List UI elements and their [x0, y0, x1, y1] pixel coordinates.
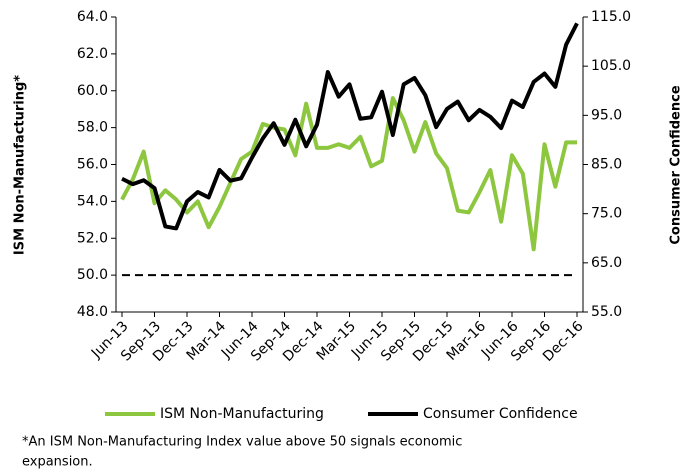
footnote: expansion. [22, 455, 93, 470]
y2-tick-label: 105.0 [591, 58, 631, 74]
y-tick-label: 60.0 [77, 83, 108, 99]
y2-tick-label: 85.0 [591, 157, 622, 173]
y-tick-label: 52.0 [77, 230, 108, 246]
y-tick-label: 48.0 [77, 304, 108, 320]
legend-label: ISM Non-Manufacturing [160, 406, 324, 422]
y2-tick-label: 95.0 [591, 107, 622, 123]
y2-tick-label: 75.0 [591, 206, 622, 222]
y2-tick-label: 55.0 [591, 304, 622, 320]
y-tick-label: 62.0 [77, 46, 108, 62]
y-tick-label: 58.0 [77, 120, 108, 136]
legend-label: Consumer Confidence [423, 406, 578, 422]
y-tick-label: 50.0 [77, 267, 108, 283]
y-axis-title: ISM Non-Manufacturing* [13, 75, 28, 255]
y-tick-label: 64.0 [77, 9, 108, 25]
y-tick-label: 54.0 [77, 193, 108, 209]
y2-tick-label: 65.0 [591, 255, 622, 271]
series-line [120, 96, 577, 252]
y2-tick-label: 115.0 [591, 9, 631, 25]
series-line [121, 22, 579, 231]
footnote: *An ISM Non-Manufacturing Index value ab… [22, 435, 462, 450]
y-tick-label: 56.0 [77, 157, 108, 173]
y2-axis-title: Consumer Confidence [669, 85, 684, 244]
